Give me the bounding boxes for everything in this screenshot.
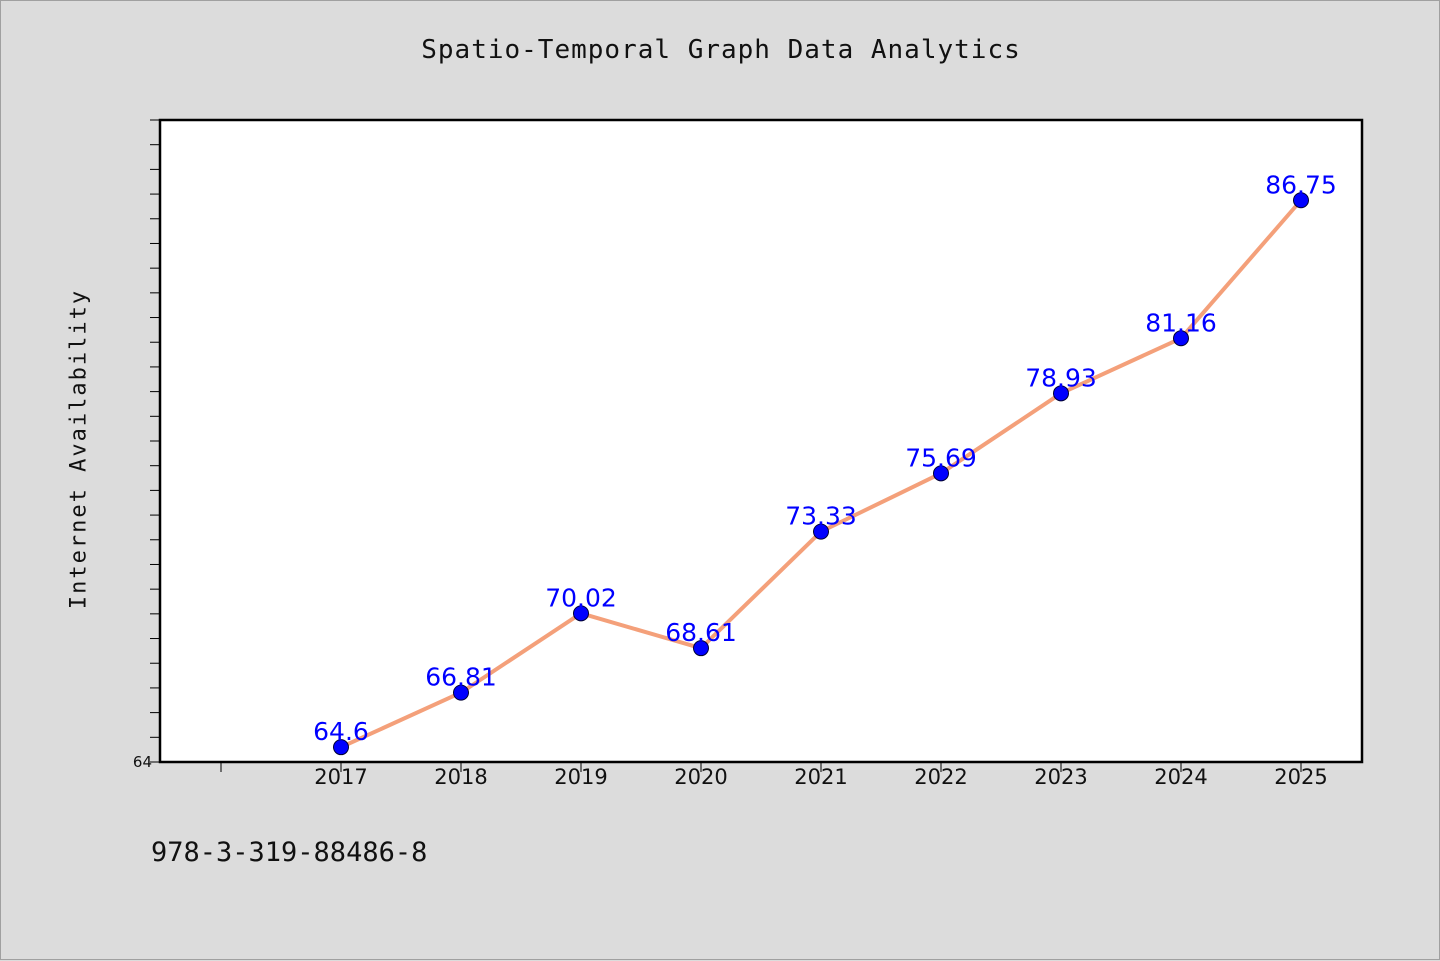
data-label: 70.02 bbox=[545, 583, 617, 612]
data-label: 86.75 bbox=[1265, 170, 1337, 199]
x-axis: 2017 2018 2019 2020 2021 2022 2023 2024 2025 bbox=[220, 762, 1328, 789]
data-label: 78.93 bbox=[1025, 363, 1097, 392]
y-tick-label: 64 bbox=[133, 753, 152, 771]
data-point bbox=[933, 465, 949, 482]
series bbox=[333, 192, 1309, 756]
data-labels: 64.6 66.81 70.02 68.61 73.33 75.69 78.93 81.16 8… bbox=[313, 170, 1337, 746]
data-point bbox=[453, 684, 469, 701]
data-label: 64.6 bbox=[313, 717, 369, 746]
x-tick-label: 2019 bbox=[554, 765, 607, 789]
x-tick-label: 2024 bbox=[1154, 765, 1207, 789]
data-label: 66.81 bbox=[425, 663, 497, 692]
x-tick-label: 2025 bbox=[1274, 765, 1327, 789]
data-point bbox=[573, 605, 589, 622]
data-point bbox=[693, 640, 709, 657]
data-label: 81.16 bbox=[1145, 308, 1217, 337]
x-tick-label: 2021 bbox=[794, 765, 847, 789]
x-tick-label: 2020 bbox=[674, 765, 727, 789]
x-tick-label: 2018 bbox=[434, 765, 487, 789]
data-label: 68.61 bbox=[665, 618, 737, 647]
chart-title: Spatio-Temporal Graph Data Analytics bbox=[421, 35, 1021, 65]
footer-identifier: 978-3-319-88486-8 bbox=[151, 837, 428, 868]
y-axis: 64 bbox=[133, 119, 160, 771]
data-point bbox=[1293, 192, 1309, 209]
x-tick-label: 2017 bbox=[314, 765, 367, 789]
x-tick-label: 2023 bbox=[1034, 765, 1087, 789]
data-point bbox=[1173, 330, 1189, 347]
data-point bbox=[333, 739, 349, 756]
x-tick-label: 2022 bbox=[914, 765, 967, 789]
data-label: 73.33 bbox=[785, 502, 857, 531]
plot-area bbox=[158, 118, 1364, 764]
data-label: 75.69 bbox=[905, 443, 977, 472]
data-point bbox=[813, 523, 829, 540]
data-point bbox=[1053, 385, 1069, 402]
